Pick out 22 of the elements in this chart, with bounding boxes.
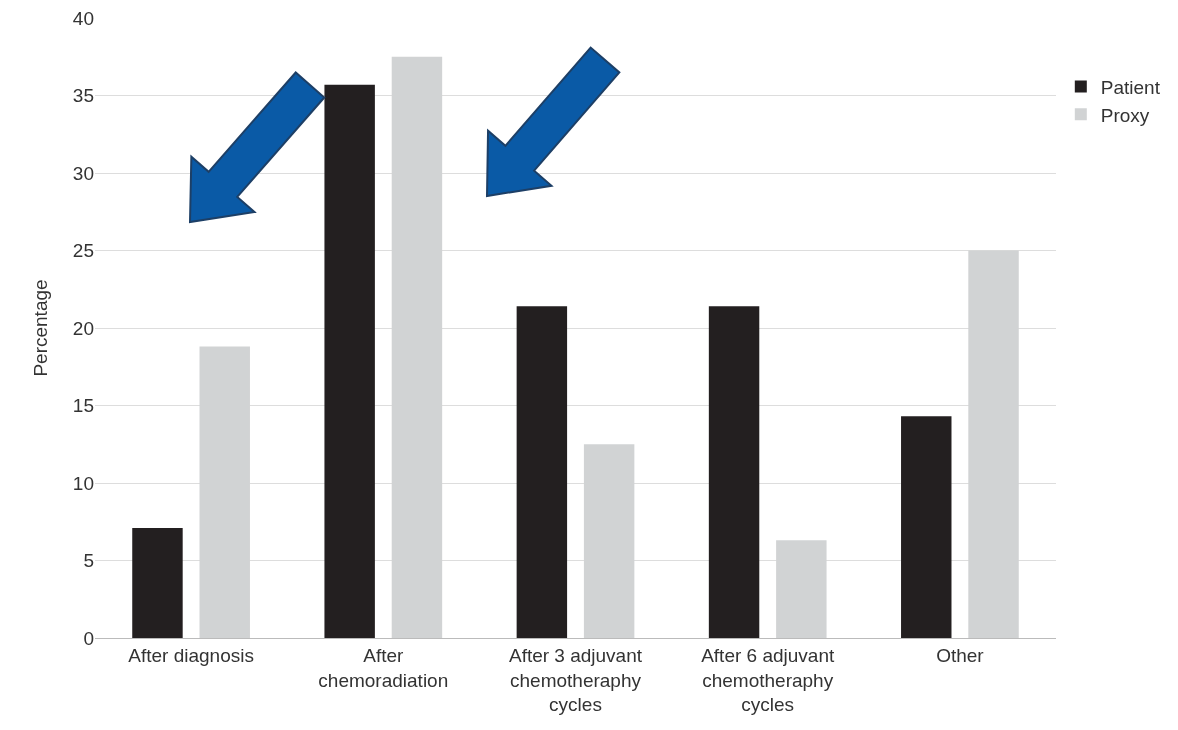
bar — [901, 416, 952, 638]
y-tick-label: 35 — [72, 85, 94, 107]
y-tick-label: 30 — [72, 162, 94, 184]
y-tick-label: 10 — [72, 472, 94, 494]
y-tick-label: 20 — [72, 317, 94, 339]
legend-label: Patient — [1100, 76, 1161, 98]
x-tick-label: After diagnosis — [128, 644, 254, 666]
x-tick-label: After chemoradiation — [318, 644, 449, 691]
legend-label: Proxy — [1100, 104, 1150, 126]
y-tick-label: 15 — [72, 395, 94, 417]
y-tick-label: 5 — [83, 550, 94, 572]
y-tick-label: 25 — [72, 240, 94, 262]
bar — [324, 84, 375, 638]
bar — [132, 527, 183, 638]
x-tick-label: Other — [936, 644, 985, 666]
bar — [708, 306, 760, 638]
y-tick-label: 0 — [83, 627, 94, 649]
bar — [516, 306, 568, 638]
x-tick-label: After 3 adjuvant chemotheraphy cycles — [508, 644, 643, 716]
y-axis-title: Percentage — [29, 279, 51, 377]
x-tick-label: After 6 adjuvant chemotheraphy cycles — [701, 644, 835, 716]
y-tick-label: 40 — [72, 7, 94, 29]
